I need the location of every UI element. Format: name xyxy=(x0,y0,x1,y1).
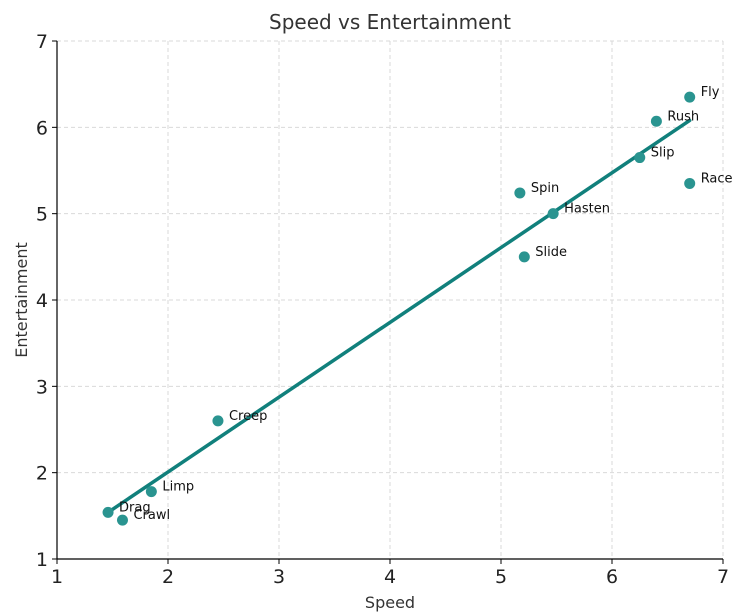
points-layer xyxy=(102,91,696,526)
data-point-label: Fly xyxy=(701,85,720,100)
y-tick-label: 7 xyxy=(36,31,48,53)
x-tick-label: 2 xyxy=(162,566,174,588)
data-point-label: Crawl xyxy=(133,508,170,523)
data-point xyxy=(547,208,559,220)
trendline xyxy=(106,118,692,515)
y-axis-label: Entertainment xyxy=(12,242,31,357)
data-point-label: Creep xyxy=(229,409,267,424)
data-point xyxy=(650,115,662,127)
data-point-label: Spin xyxy=(531,181,559,196)
y-tick-label: 4 xyxy=(36,290,48,312)
data-point-label: Drag xyxy=(119,500,151,515)
data-point-label: Limp xyxy=(162,480,194,495)
data-point xyxy=(518,251,530,263)
data-point xyxy=(212,415,224,427)
x-tick-label: 6 xyxy=(606,566,618,588)
x-axis-label: Speed xyxy=(365,593,415,612)
data-point-label: Rush xyxy=(667,109,699,124)
x-tick-label: 5 xyxy=(495,566,507,588)
data-point-label: Slip xyxy=(651,146,675,161)
x-tick-label: 7 xyxy=(717,566,729,588)
x-tick-label: 4 xyxy=(384,566,396,588)
x-tick-label: 1 xyxy=(51,566,63,588)
data-point xyxy=(116,514,128,526)
y-tick-label: 5 xyxy=(36,204,48,226)
data-point xyxy=(514,187,526,199)
data-point-label: Hasten xyxy=(564,202,610,217)
y-tick-label: 6 xyxy=(36,117,48,139)
data-point-label: Race xyxy=(701,171,733,186)
data-point xyxy=(102,506,114,518)
tick-labels: 1 2 3 4 5 6 7 1 2 3 4 5 6 7 xyxy=(36,31,729,588)
chart-title: Speed vs Entertainment xyxy=(269,10,511,34)
x-tick-label: 3 xyxy=(273,566,285,588)
data-point xyxy=(634,152,646,164)
trendline-layer xyxy=(106,118,692,515)
axes xyxy=(52,40,724,564)
data-point xyxy=(145,486,157,498)
data-point xyxy=(684,91,696,103)
data-point xyxy=(684,177,696,189)
y-tick-label: 1 xyxy=(36,549,48,571)
y-tick-label: 2 xyxy=(36,463,48,485)
data-point-label: Slide xyxy=(535,245,567,260)
y-tick-label: 3 xyxy=(36,376,48,398)
